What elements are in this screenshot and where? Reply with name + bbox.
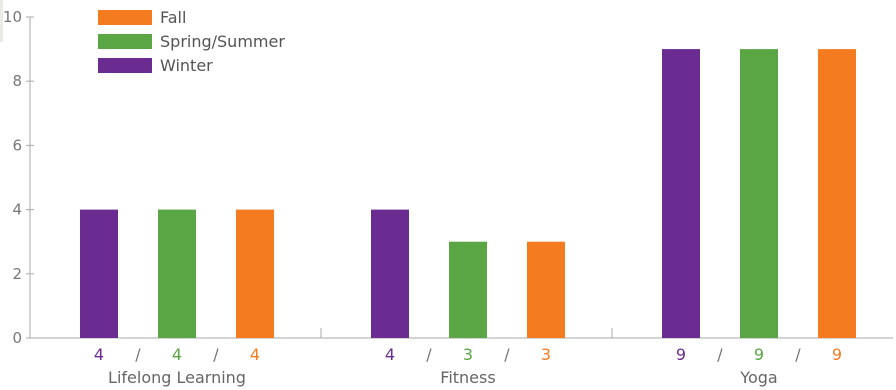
legend-label-fall: Fall: [160, 8, 186, 27]
y-tick-label-6: 6: [12, 136, 22, 154]
legend-label-winter: Winter: [160, 56, 213, 75]
y-tick-label-2: 2: [12, 265, 22, 283]
value-label: 9: [754, 345, 764, 364]
category-label-lifelong-learning: Lifelong Learning: [108, 368, 246, 387]
value-label: 4: [172, 345, 182, 364]
value-separator: /: [795, 345, 801, 364]
value-label: 4: [385, 345, 395, 364]
category-label-yoga: Yoga: [739, 368, 777, 387]
legend-swatch-winter: [98, 58, 152, 73]
bar-lifelong-learning-winter: [80, 209, 118, 338]
legend-swatch-fall: [98, 10, 152, 25]
value-separator: /: [426, 345, 432, 364]
value-separator: /: [504, 345, 510, 364]
y-tick-label-0: 0: [12, 329, 22, 347]
value-label: 4: [94, 345, 104, 364]
legend: Fall Spring/Summer Winter: [98, 8, 285, 75]
edge-accent: [0, 0, 3, 42]
value-separator: /: [135, 345, 141, 364]
y-tick-label-8: 8: [12, 72, 22, 90]
value-separator: /: [213, 345, 219, 364]
bar-yoga-winter: [662, 49, 700, 338]
value-label: 4: [250, 345, 260, 364]
value-label: 9: [832, 345, 842, 364]
y-tick-label-4: 4: [12, 201, 22, 219]
bar-yoga-fall: [818, 49, 856, 338]
bar-fitness-spring-summer: [449, 241, 487, 338]
y-tick-label-10: 10: [3, 8, 22, 26]
bar-lifelong-learning-spring-summer: [158, 209, 196, 338]
category-label-fitness: Fitness: [440, 368, 495, 387]
value-label: 3: [463, 345, 473, 364]
bar-yoga-spring-summer: [740, 49, 778, 338]
value-label: 3: [541, 345, 551, 364]
bar-fitness-winter: [371, 209, 409, 338]
value-label: 9: [676, 345, 686, 364]
bar-lifelong-learning-fall: [236, 209, 274, 338]
legend-swatch-spring-summer: [98, 34, 152, 49]
bar-fitness-fall: [527, 241, 565, 338]
legend-label-spring-summer: Spring/Summer: [160, 32, 285, 51]
value-separator: /: [717, 345, 723, 364]
